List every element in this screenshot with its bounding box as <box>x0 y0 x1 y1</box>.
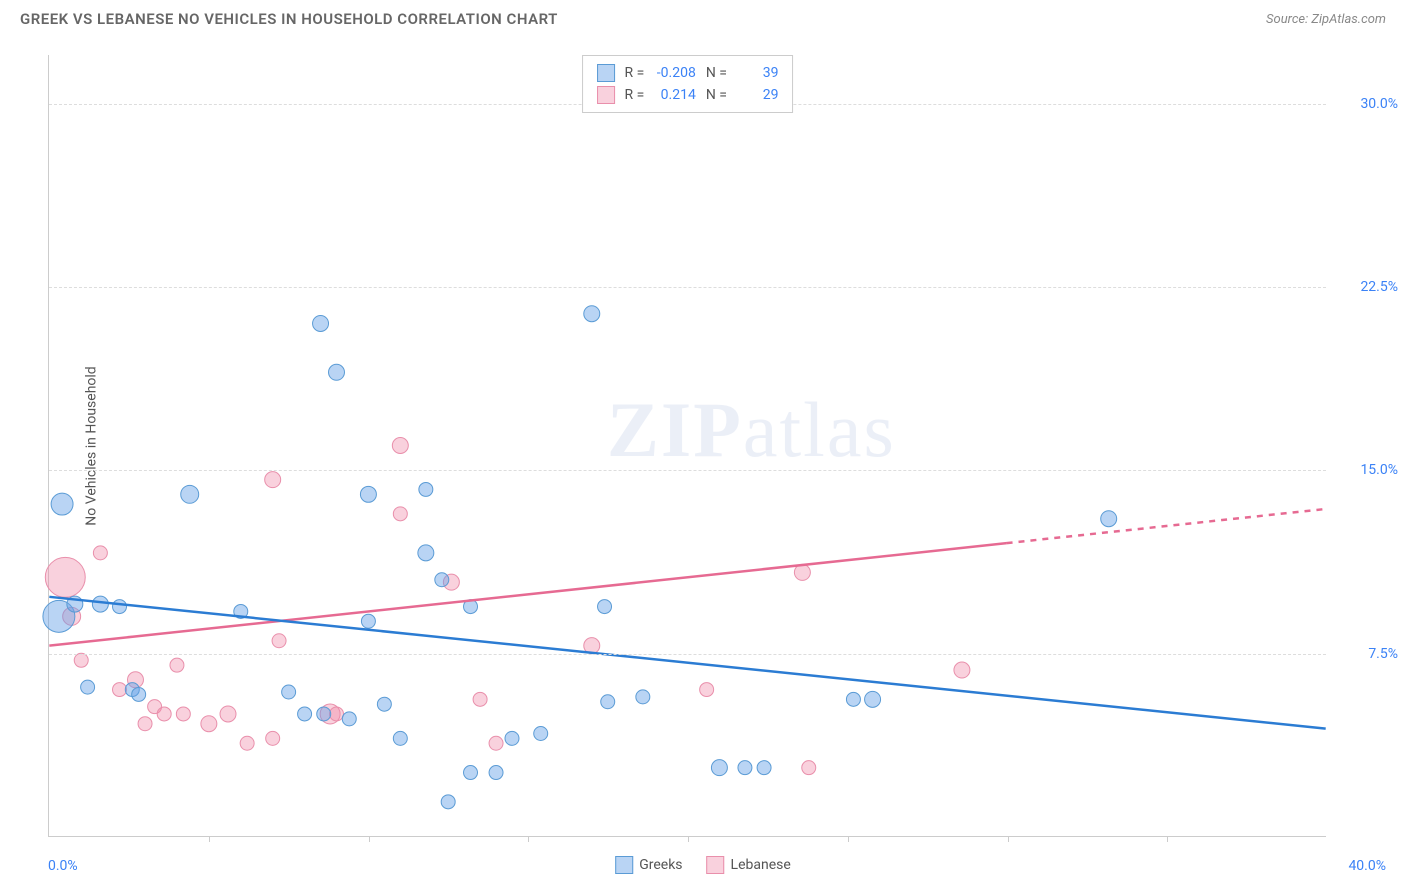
data-point <box>393 507 407 521</box>
data-point <box>317 707 331 721</box>
trend-line <box>1007 509 1326 543</box>
data-point <box>802 761 816 775</box>
x-axis-max-label: 40.0% <box>1348 858 1386 874</box>
data-point <box>473 692 487 706</box>
y-tick-label: 22.5% <box>1360 279 1398 295</box>
chart-source: Source: ZipAtlas.com <box>1266 12 1386 27</box>
data-point <box>464 766 478 780</box>
chart-title: GREEK VS LEBANESE NO VEHICLES IN HOUSEHO… <box>20 10 558 28</box>
y-tick-label: 7.5% <box>1368 646 1398 662</box>
data-point <box>298 707 312 721</box>
trend-line <box>49 597 1325 729</box>
legend-swatch <box>597 86 615 104</box>
data-point <box>113 683 127 697</box>
legend-series-item: Lebanese <box>707 856 791 874</box>
legend-series: Greeks Lebanese <box>615 856 791 874</box>
data-point <box>505 731 519 745</box>
data-point <box>329 364 345 380</box>
data-point <box>313 315 329 331</box>
data-point <box>342 712 356 726</box>
legend-swatch <box>615 856 633 874</box>
legend-correlation: R = -0.208 N = 39 R = 0.214 N = 29 <box>582 55 794 113</box>
data-point <box>282 685 296 699</box>
data-point <box>377 697 391 711</box>
gridline <box>49 470 1326 471</box>
data-point <box>757 761 771 775</box>
data-point <box>132 687 146 701</box>
data-point <box>265 472 281 488</box>
data-point <box>220 706 236 722</box>
data-point <box>361 614 375 628</box>
data-point <box>738 761 752 775</box>
data-point <box>170 658 184 672</box>
data-point <box>393 731 407 745</box>
data-point <box>584 306 600 322</box>
data-point <box>138 717 152 731</box>
x-axis-min-label: 0.0% <box>48 858 78 874</box>
data-point <box>360 486 376 502</box>
data-point <box>45 557 85 597</box>
data-point <box>51 493 73 515</box>
legend-swatch <box>707 856 725 874</box>
data-point <box>266 731 280 745</box>
data-point <box>81 680 95 694</box>
trend-line <box>49 543 1006 646</box>
legend-series-label: Greeks <box>639 857 682 873</box>
legend-series-item: Greeks <box>615 856 682 874</box>
y-tick-label: 15.0% <box>1360 462 1398 478</box>
data-point <box>74 653 88 667</box>
data-point <box>534 727 548 741</box>
data-point <box>601 695 615 709</box>
legend-row: R = -0.208 N = 39 <box>597 62 779 84</box>
data-point <box>392 438 408 454</box>
data-point <box>598 600 612 614</box>
data-point <box>176 707 190 721</box>
x-tick <box>1008 836 1009 842</box>
data-point <box>441 795 455 809</box>
data-point <box>272 634 286 648</box>
data-point <box>419 482 433 496</box>
data-point <box>954 662 970 678</box>
x-tick <box>1167 836 1168 842</box>
data-point <box>489 736 503 750</box>
data-point <box>240 736 254 750</box>
legend-r: R = 0.214 <box>625 87 696 103</box>
data-point <box>330 707 344 721</box>
data-point <box>92 596 108 612</box>
legend-n: N = 39 <box>706 65 779 81</box>
data-point <box>201 716 217 732</box>
data-point <box>181 485 199 503</box>
data-point <box>700 683 714 697</box>
chart-plot-area: ZIPatlas R = -0.208N = 39R = 0.214N = 29 <box>48 55 1326 837</box>
data-point <box>489 766 503 780</box>
data-point <box>711 760 727 776</box>
data-point <box>865 691 881 707</box>
data-point <box>636 690 650 704</box>
legend-series-label: Lebanese <box>731 857 791 873</box>
legend-swatch <box>597 64 615 82</box>
x-tick <box>209 836 210 842</box>
legend-row: R = 0.214 N = 29 <box>597 84 779 106</box>
data-point <box>435 573 449 587</box>
data-point <box>157 707 171 721</box>
x-tick <box>848 836 849 842</box>
x-tick <box>528 836 529 842</box>
data-point <box>418 545 434 561</box>
y-tick-label: 30.0% <box>1360 96 1398 112</box>
scatter-svg <box>49 55 1326 836</box>
data-point <box>113 600 127 614</box>
data-point <box>1101 511 1117 527</box>
legend-n: N = 29 <box>706 87 779 103</box>
x-tick <box>369 836 370 842</box>
gridline <box>49 287 1326 288</box>
data-point <box>93 546 107 560</box>
legend-r: R = -0.208 <box>625 65 696 81</box>
gridline <box>49 654 1326 655</box>
data-point <box>846 692 860 706</box>
x-tick <box>688 836 689 842</box>
chart-header: GREEK VS LEBANESE NO VEHICLES IN HOUSEHO… <box>0 0 1406 36</box>
